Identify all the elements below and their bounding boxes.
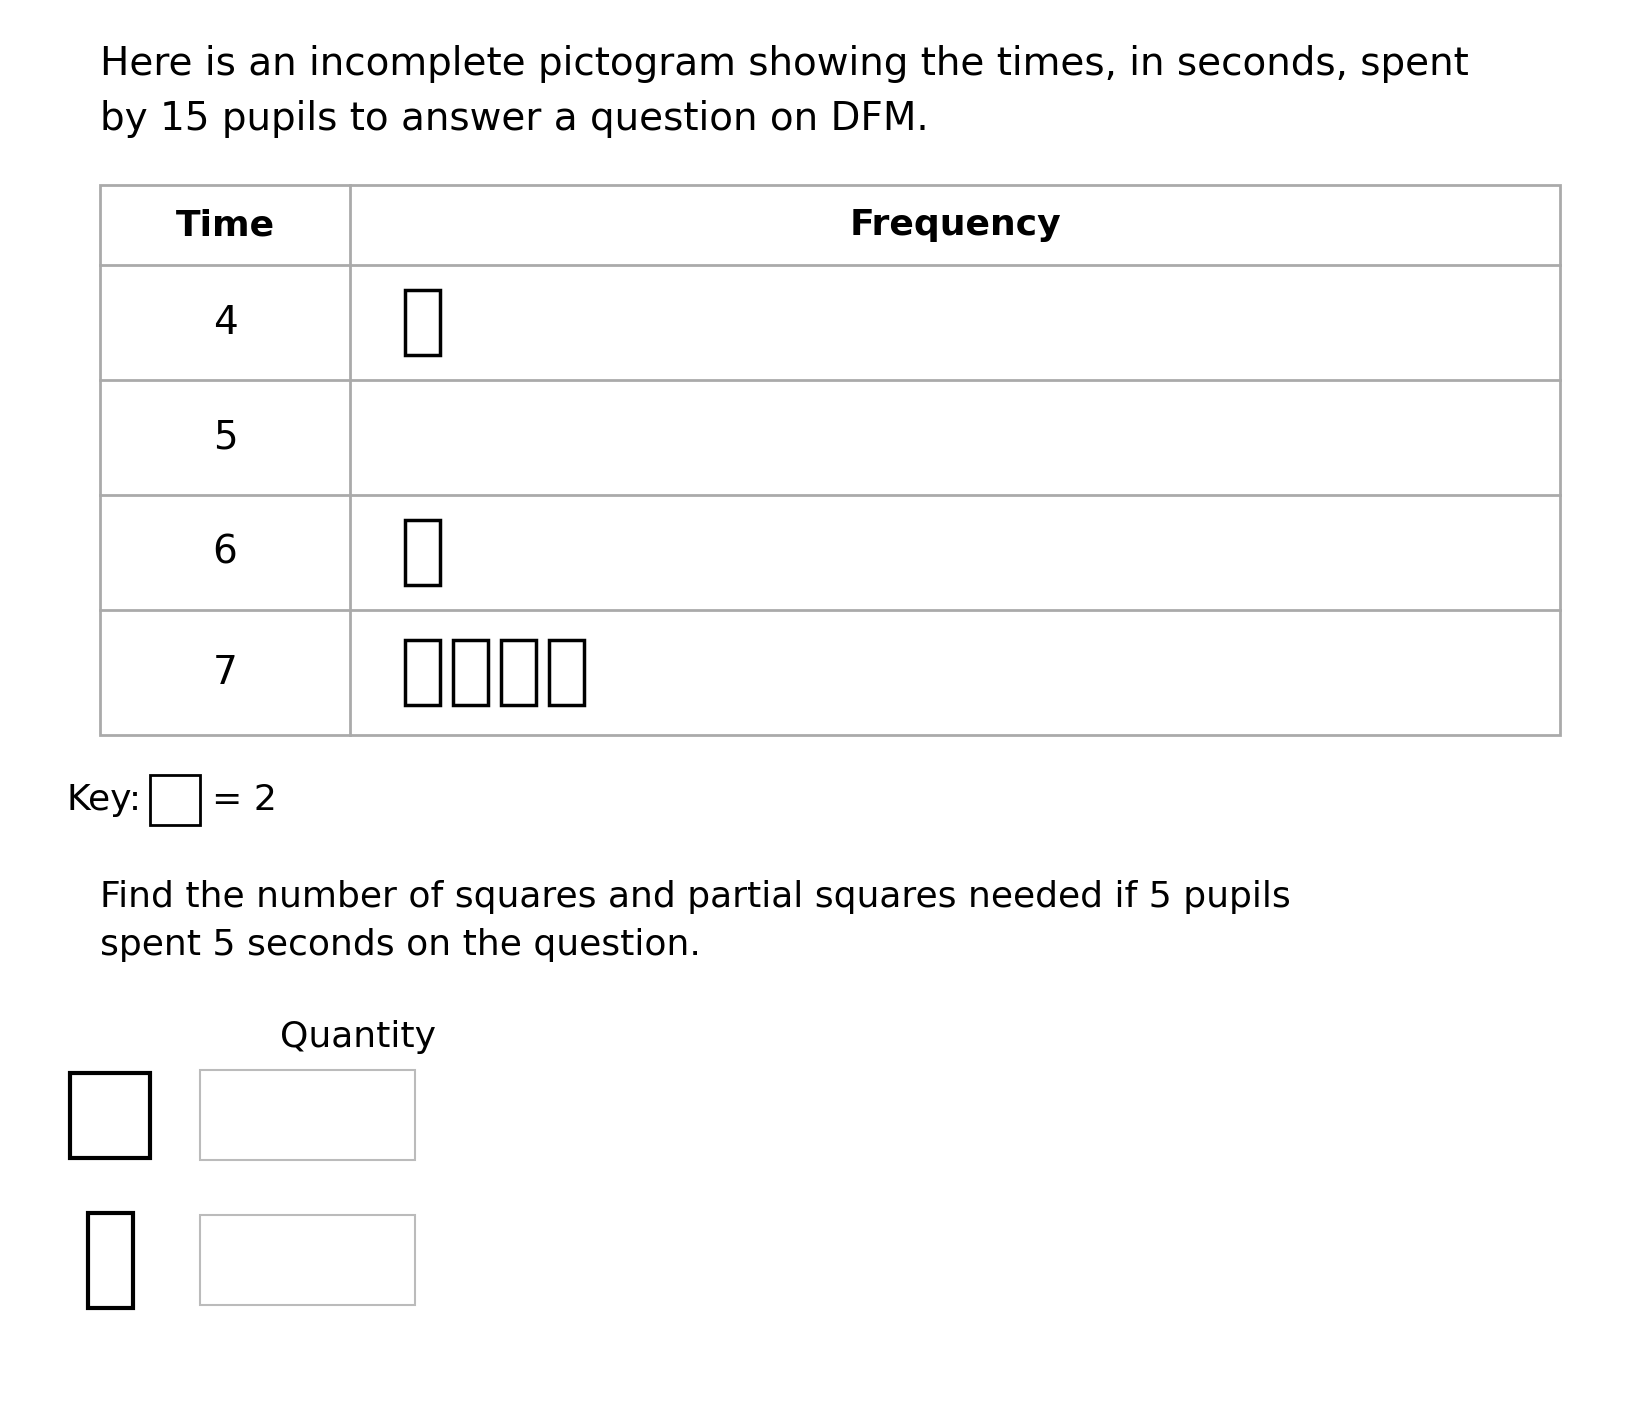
Text: spent 5 seconds on the question.: spent 5 seconds on the question. [100, 927, 700, 961]
Text: = 2: = 2 [212, 783, 276, 817]
Text: Key:: Key: [67, 783, 141, 817]
Bar [201, 1215, 414, 1306]
Text: Quantity: Quantity [279, 1020, 436, 1054]
Bar [549, 640, 584, 705]
Bar [404, 640, 441, 705]
Text: 5: 5 [212, 419, 237, 456]
Text: 4: 4 [212, 303, 237, 341]
Bar [404, 520, 441, 585]
Text: Here is an incomplete pictogram showing the times, in seconds, spent: Here is an incomplete pictogram showing … [100, 45, 1468, 84]
Text: Find the number of squares and partial squares needed if 5 pupils: Find the number of squares and partial s… [100, 879, 1291, 913]
Bar [201, 1070, 414, 1160]
Bar [150, 775, 201, 826]
Bar [100, 185, 1560, 735]
Bar [71, 1072, 150, 1157]
Bar [87, 1212, 133, 1307]
Text: Frequency: Frequency [850, 208, 1060, 242]
Text: by 15 pupils to answer a question on DFM.: by 15 pupils to answer a question on DFM… [100, 101, 929, 137]
Bar [454, 640, 488, 705]
Bar [404, 290, 441, 355]
Text: 7: 7 [212, 654, 237, 691]
Text: Time: Time [176, 208, 275, 242]
Bar [501, 640, 536, 705]
Text: 6: 6 [212, 534, 237, 572]
